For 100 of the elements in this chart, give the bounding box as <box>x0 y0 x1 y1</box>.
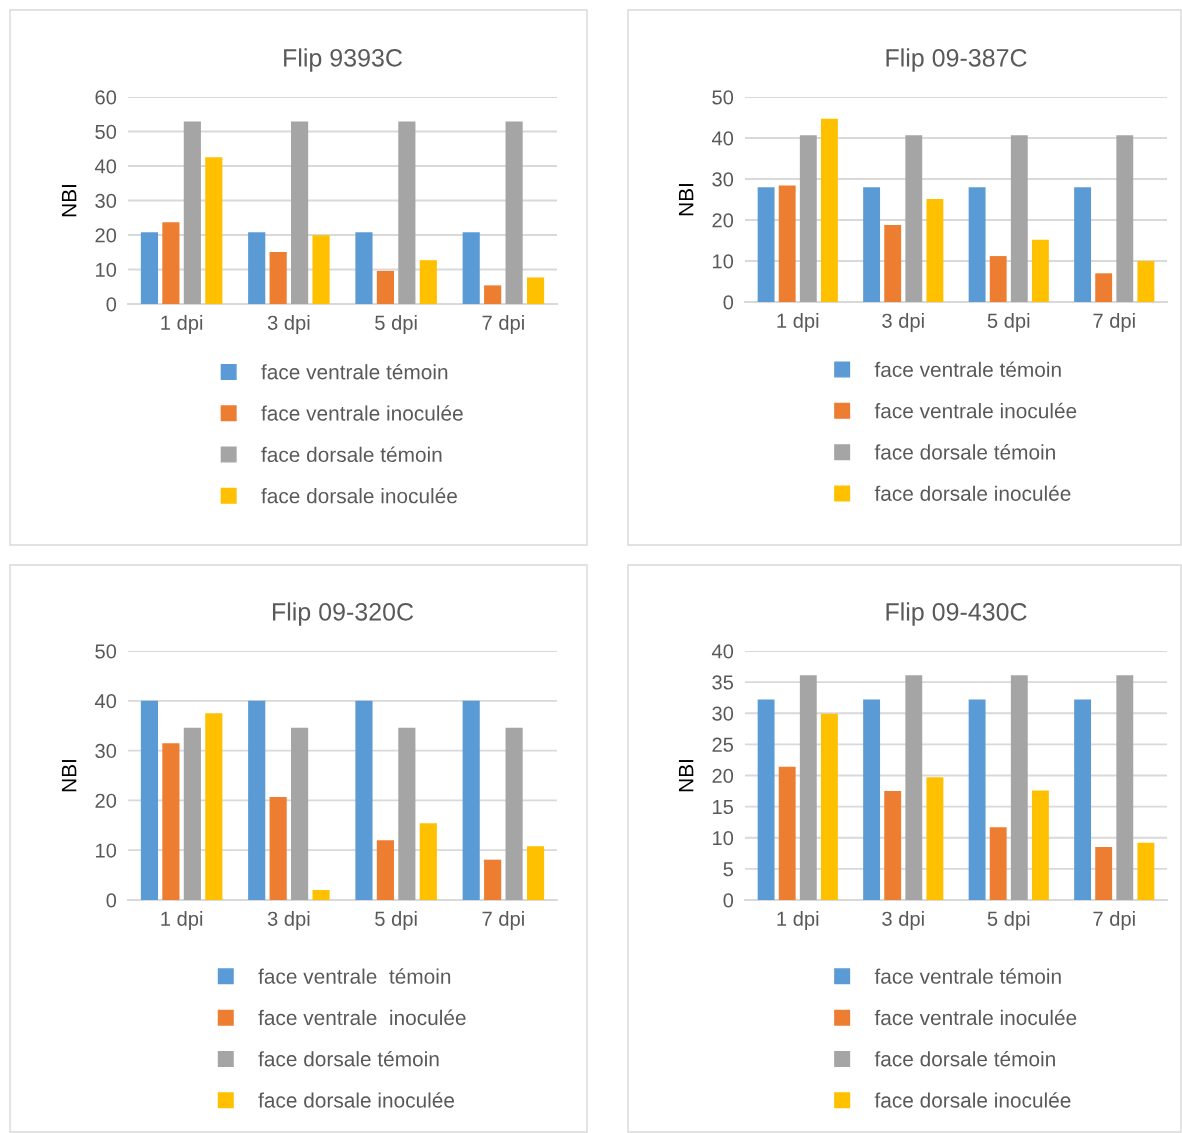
x-tick-label: 3 dpi <box>267 911 310 930</box>
bar <box>484 859 502 900</box>
chart-title: Flip 9393C <box>284 48 402 72</box>
x-tick-label: 7 dpi <box>482 315 524 334</box>
y-tick-label: 10 <box>96 262 117 277</box>
bar <box>905 135 923 302</box>
y-tick-label: 0 <box>106 893 117 908</box>
y-tick-label: 10 <box>96 843 117 858</box>
bar <box>398 121 416 304</box>
x-tick-label: 1 dpi <box>161 315 203 334</box>
x-tick-label: 5 dpi <box>375 315 417 334</box>
bar <box>863 187 881 302</box>
bar <box>183 121 201 304</box>
legend-label: face dorsale témoin <box>258 1050 439 1067</box>
bar <box>205 157 223 304</box>
y-tick-label: 30 <box>712 172 734 187</box>
legend-label: face ventrale témoin <box>874 968 1061 984</box>
y-tick-label: 40 <box>711 644 734 659</box>
bar <box>505 121 523 304</box>
bar <box>926 199 944 302</box>
y-axis-title: NBI <box>678 760 694 792</box>
bar <box>398 727 416 900</box>
bar <box>505 727 523 900</box>
y-tick-label: 5 <box>723 862 734 877</box>
bar <box>926 777 944 900</box>
bar <box>757 699 775 900</box>
y-tick-label: 30 <box>95 193 117 208</box>
bar <box>757 187 775 302</box>
y-tick-label: 35 <box>712 675 734 690</box>
bar <box>248 232 266 304</box>
bar <box>778 185 796 302</box>
y-axis-title: NBI <box>61 185 77 217</box>
y-tick-label: 50 <box>712 90 734 105</box>
bar <box>884 224 902 302</box>
legend-label: face ventrale témoin <box>261 363 448 380</box>
bar <box>989 256 1007 302</box>
legend-label: face ventrale inoculée <box>258 1009 466 1026</box>
bar <box>799 675 817 900</box>
bar <box>1095 273 1113 302</box>
bar <box>1074 187 1092 302</box>
bar <box>905 675 923 900</box>
bar <box>1010 135 1028 302</box>
bar <box>355 700 373 900</box>
x-tick-label: 7 dpi <box>1093 911 1135 930</box>
y-tick-label: 50 <box>95 124 117 139</box>
y-tick-label: 25 <box>712 737 734 752</box>
bar <box>1031 239 1049 302</box>
bar <box>376 270 394 304</box>
bar <box>355 232 373 304</box>
bar <box>269 251 287 304</box>
bar <box>140 700 159 900</box>
bar <box>526 277 545 304</box>
legend-label: face ventrale témoin <box>258 968 451 984</box>
legend-label: face dorsale témoin <box>874 444 1055 460</box>
y-tick-label: 50 <box>95 644 117 659</box>
bar <box>291 727 309 900</box>
bar <box>484 285 502 304</box>
legend-label: face ventrale inoculée <box>874 402 1077 419</box>
bar <box>140 232 159 304</box>
legend-label: face dorsale inoculée <box>874 1092 1071 1108</box>
bar <box>1137 261 1155 302</box>
x-tick-label: 5 dpi <box>987 911 1030 930</box>
bar <box>269 796 287 900</box>
y-tick-label: 20 <box>712 213 734 228</box>
bar <box>799 135 817 302</box>
x-tick-label: 1 dpi <box>777 911 819 930</box>
x-tick-label: 5 dpi <box>987 313 1030 332</box>
bar <box>162 743 180 900</box>
y-tick-label: 60 <box>95 90 117 105</box>
bar <box>1116 135 1134 302</box>
y-tick-label: 0 <box>106 297 117 312</box>
bar <box>968 699 986 900</box>
bar <box>863 699 881 900</box>
y-tick-label: 40 <box>94 159 117 174</box>
bar <box>778 766 796 900</box>
bar <box>884 791 902 900</box>
chart-title: Flip 09-320C <box>272 602 414 626</box>
bar <box>312 890 330 900</box>
bar <box>162 222 180 304</box>
y-tick-label: 30 <box>712 706 734 721</box>
x-tick-label: 3 dpi <box>882 911 924 930</box>
x-tick-label: 7 dpi <box>482 911 524 930</box>
y-tick-label: 10 <box>713 830 734 846</box>
y-tick-label: 20 <box>95 793 117 808</box>
bar <box>291 121 309 304</box>
legend-label: face ventrale inoculée <box>874 1009 1077 1026</box>
x-tick-label: 3 dpi <box>882 313 924 332</box>
bar <box>419 260 437 304</box>
legend-label: face dorsale inoculée <box>874 485 1071 501</box>
y-tick-label: 20 <box>95 228 117 243</box>
y-tick-label: 15 <box>713 800 734 815</box>
legend-label: face ventrale inoculée <box>261 405 463 421</box>
bar <box>312 235 330 304</box>
y-tick-label: 0 <box>723 295 734 310</box>
bar <box>462 700 480 900</box>
bar <box>820 118 838 302</box>
bar <box>183 727 201 900</box>
legend-label: face dorsale inoculée <box>258 1092 455 1108</box>
legend-label: face dorsale inoculée <box>261 487 457 504</box>
bar <box>1010 675 1028 900</box>
